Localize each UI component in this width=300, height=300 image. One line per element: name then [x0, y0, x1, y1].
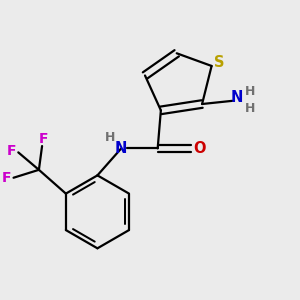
Text: F: F	[2, 171, 11, 185]
Text: N: N	[115, 141, 128, 156]
Text: H: H	[245, 102, 256, 115]
Text: N: N	[231, 90, 243, 105]
Text: S: S	[214, 55, 225, 70]
Text: F: F	[39, 132, 48, 146]
Text: H: H	[245, 85, 256, 98]
Text: O: O	[194, 141, 206, 156]
Text: H: H	[105, 131, 115, 144]
Text: F: F	[7, 144, 16, 158]
